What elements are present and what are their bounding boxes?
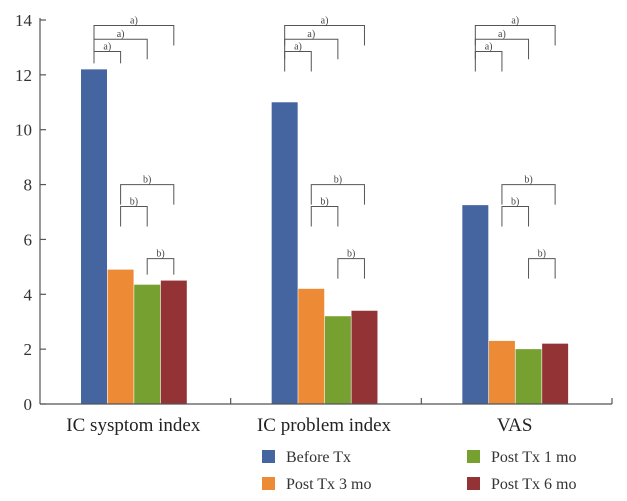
significance-bracket: b) [337,249,365,279]
y-tick-label: 6 [24,230,33,249]
significance-label: b) [511,197,519,208]
significance-bracket: a) [284,29,339,60]
significance-label: a) [294,42,302,53]
legend-swatch [467,477,480,490]
bracket-line [501,184,556,205]
bracket-line [310,184,365,205]
bar [324,316,351,404]
significance-bracket: b) [120,197,148,227]
bracket-line [337,258,365,279]
y-tick-label: 2 [24,340,33,359]
significance-bracket: b) [501,197,530,227]
bracket-line [528,258,556,279]
significance-label: b) [538,249,546,260]
significance-bracket: a) [284,15,365,46]
bracket-line [284,51,312,72]
bracket-line [93,51,122,64]
legend-item: Post Tx 3 mo [262,476,372,493]
significance-bracket: a) [474,42,503,72]
significance-bracket: b) [146,249,175,275]
bracket-line [474,38,530,60]
significance-bracket: a) [284,42,312,72]
y-tick-label: 8 [24,176,33,195]
bracket-line [474,24,556,46]
bracket-line [146,258,175,275]
significance-bracket: a) [93,15,175,46]
significance-label: a) [498,29,506,40]
significance-label: b) [156,249,164,260]
significance-bracket: a) [93,42,122,64]
significance-bracket: b) [528,249,556,279]
significance-label: a) [103,42,111,53]
bar [542,343,569,404]
significance-brackets: a) a) a) b) b) b) a) a) a) b) b) b) a) a) a) b) b) b) [93,15,556,279]
bracket-line [284,24,365,46]
bar [515,349,542,404]
significance-bracket: b) [310,197,339,227]
y-tick-label: 0 [24,395,33,414]
bracket-line [120,206,148,227]
significance-bracket: b) [310,175,365,205]
bars [81,69,569,405]
bar [81,69,107,404]
bar [160,280,187,404]
legend-item: Post Tx 6 mo [467,476,577,493]
legend-label: Post Tx 6 mo [491,476,577,493]
significance-bracket: b) [120,175,175,205]
significance-bracket: a) [93,29,148,60]
category-label: VAS [497,415,533,436]
category-label: IC problem index [257,415,392,436]
bar [351,310,378,404]
bar [462,205,489,404]
legend-label: Before Tx [286,449,351,466]
bar [107,269,134,404]
legend-label: Post Tx 1 mo [491,449,577,466]
significance-label: a) [511,15,519,26]
significance-label: b) [334,175,342,186]
bracket-line [501,206,530,227]
significance-label: a) [117,29,125,40]
legend-swatch [467,450,480,463]
bracket-line [310,206,339,227]
significance-label: b) [524,175,532,186]
significance-label: a) [321,15,329,26]
significance-bracket: b) [501,175,556,205]
bracket-line [474,51,503,72]
significance-label: b) [347,249,355,260]
bar [134,284,161,404]
legend-label: Post Tx 3 mo [286,476,372,493]
bracket-line [120,184,175,205]
significance-label: b) [320,197,328,208]
y-tick-label: 4 [24,285,33,304]
y-tick-label: 10 [15,121,32,140]
significance-label: a) [307,29,315,40]
significance-label: a) [130,15,138,26]
bracket-line [284,38,339,60]
bracket-line [93,38,148,60]
y-tick-label: 12 [15,66,32,85]
significance-bracket: a) [474,15,556,46]
bar [488,340,515,404]
significance-label: b) [130,197,138,208]
legend: Before Tx Post Tx 1 mo Post Tx 3 mo Post Tx… [262,449,577,493]
x-axis: IC sysptom index IC problem index VAS [40,398,613,436]
legend-item: Post Tx 1 mo [467,449,577,466]
significance-bracket: a) [474,29,530,60]
legend-item: Before Tx [262,449,351,466]
y-tick-label: 14 [15,11,33,30]
legend-swatch [262,450,275,463]
significance-label: a) [485,42,493,53]
category-label: IC sysptom index [66,415,201,436]
bracket-line [93,24,175,46]
bar [271,102,298,405]
significance-label: b) [143,175,151,186]
bar [298,288,325,404]
legend-swatch [262,477,275,490]
y-axis: 0 2 4 6 8 10 12 14 [15,11,46,414]
